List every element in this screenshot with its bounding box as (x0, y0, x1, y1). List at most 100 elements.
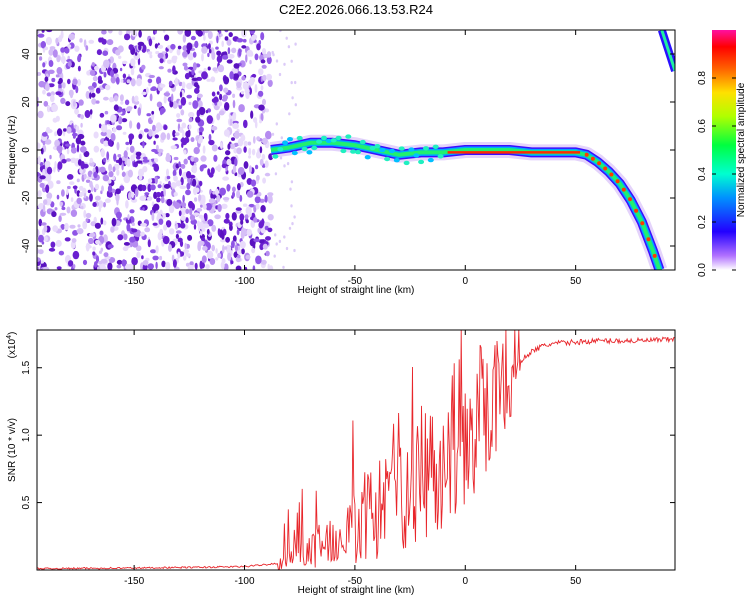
noise-speckle (187, 52, 194, 61)
noise-speckle (179, 185, 187, 190)
noise-speckle (236, 190, 241, 199)
noise-speckle (262, 177, 266, 184)
noise-speckle (229, 224, 233, 231)
noise-speckle (126, 106, 133, 110)
noise-speckle (250, 110, 254, 119)
ridge-blob (345, 134, 352, 139)
noise-speckle (89, 157, 94, 163)
noise-speckle (212, 190, 216, 195)
noise-speckle (76, 197, 82, 205)
noise-speckle (38, 218, 43, 227)
noise-speckle (39, 162, 44, 167)
noise-speckle (80, 160, 85, 170)
noise-speckle (192, 51, 197, 58)
noise-speckle (89, 232, 96, 238)
noise-speckle (107, 179, 112, 184)
noise-speckle (47, 105, 51, 113)
noise-speckle (152, 124, 156, 132)
noise-speckle (183, 158, 188, 165)
ridge-core-dot (621, 187, 626, 192)
noise-speckle (155, 245, 159, 254)
spectrogram-y-tick-label: 0 (21, 147, 32, 153)
noise-speckle (143, 128, 149, 133)
noise-speckle (178, 168, 182, 177)
noise-speckle (160, 196, 165, 204)
noise-speckle (77, 65, 81, 72)
spectrogram-x-tick-label: 0 (462, 276, 468, 287)
noise-speckle (108, 97, 115, 102)
noise-speckle (236, 81, 242, 89)
noise-speckle (60, 55, 66, 64)
noise-speckle (101, 185, 104, 192)
noise-speckle (89, 109, 93, 115)
noise-speckle (182, 34, 187, 43)
noise-speckle (234, 130, 240, 139)
noise-speckle (267, 227, 273, 233)
noise-speckle (224, 102, 230, 111)
noise-speckle (232, 73, 240, 80)
noise-speckle (261, 137, 268, 145)
noise-speckle (61, 189, 65, 197)
noise-speckle (150, 87, 154, 91)
noise-speckle (44, 139, 52, 145)
ridge-blob (306, 150, 313, 155)
noise-speckle (155, 261, 158, 270)
noise-speckle (254, 84, 258, 93)
noise-speckle (240, 90, 245, 95)
noise-speckle (84, 110, 91, 118)
noise-speckle (99, 112, 105, 118)
ridge-blob (291, 150, 298, 156)
noise-speckle (156, 101, 163, 108)
noise-speckle (191, 164, 198, 174)
noise-speckle (172, 129, 176, 138)
noise-speckle (209, 258, 216, 265)
noise-speckle (153, 140, 156, 145)
noise-speckle (39, 182, 45, 188)
noise-speckle (203, 30, 210, 34)
spectrogram-x-tick-label: 50 (570, 276, 582, 287)
noise-speckle (288, 112, 291, 116)
noise-speckle (259, 119, 262, 124)
noise-speckle (188, 124, 192, 130)
noise-speckle (89, 180, 93, 188)
noise-speckle (259, 243, 264, 251)
noise-speckle (258, 104, 265, 111)
noise-speckle (247, 141, 252, 146)
noise-speckle (68, 33, 75, 41)
noise-speckle (154, 30, 157, 35)
noise-speckle (38, 203, 45, 210)
ridge-line (269, 134, 668, 270)
noise-speckle (113, 153, 117, 162)
noise-speckle (208, 49, 212, 54)
noise-speckle (166, 132, 171, 140)
ridge-blob (296, 135, 303, 141)
noise-speckle (142, 260, 149, 266)
noise-speckle (83, 173, 87, 180)
noise-speckle (159, 83, 166, 88)
noise-speckle (155, 144, 159, 151)
noise-speckle (233, 147, 238, 154)
noise-speckle (75, 85, 79, 94)
noise-speckle (185, 208, 190, 214)
noise-speckle (72, 264, 76, 269)
noise-speckle (86, 70, 91, 76)
noise-speckle (148, 82, 151, 87)
noise-speckle (170, 182, 178, 188)
noise-speckle (232, 122, 240, 129)
noise-speckle (198, 106, 206, 116)
noise-speckle (215, 188, 219, 196)
noise-speckle (173, 156, 179, 161)
noise-speckle (249, 30, 256, 35)
spectrogram-y-label: Frequency (Hz) (7, 116, 18, 185)
noise-speckle (49, 46, 56, 50)
noise-speckle (225, 150, 231, 156)
noise-speckle (253, 136, 256, 144)
noise-speckle (66, 126, 72, 134)
noise-speckle (37, 228, 40, 238)
noise-speckle (207, 31, 213, 39)
ridge-blob (374, 144, 381, 149)
noise-speckle (107, 184, 113, 193)
noise-speckle (64, 237, 71, 242)
noise-speckle (94, 195, 101, 201)
noise-speckle (78, 185, 84, 191)
